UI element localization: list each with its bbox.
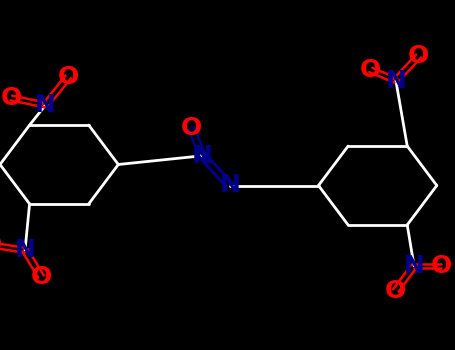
Text: O: O	[360, 58, 381, 82]
Text: O: O	[58, 65, 79, 89]
Text: N: N	[192, 144, 213, 168]
Text: N: N	[219, 174, 240, 197]
Text: O: O	[1, 86, 22, 110]
Text: N: N	[15, 238, 35, 262]
Text: O: O	[385, 279, 406, 302]
Text: O: O	[408, 44, 429, 68]
Text: N: N	[385, 69, 406, 92]
Text: O: O	[181, 116, 202, 140]
Text: O: O	[431, 254, 452, 278]
Text: O: O	[30, 265, 51, 288]
Text: N: N	[35, 93, 56, 117]
Text: O: O	[0, 233, 1, 257]
Text: N: N	[404, 254, 425, 278]
